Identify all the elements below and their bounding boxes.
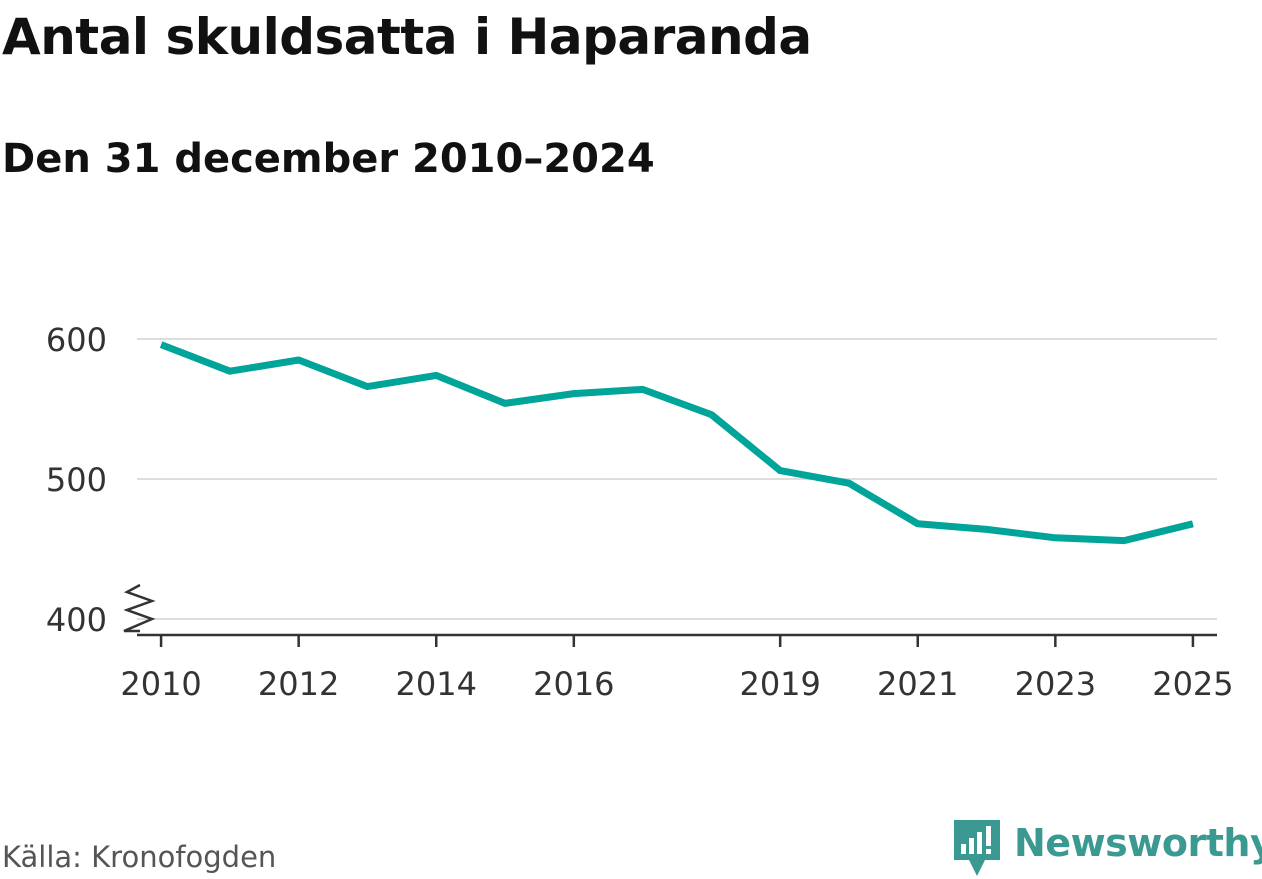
- brand-name: Newsworthy: [1014, 821, 1262, 865]
- axis-break-mark: [123, 583, 156, 633]
- series-line-0: [159, 341, 1194, 545]
- x-tick-label-2019: 2019: [739, 665, 820, 703]
- chart-title: Antal skuldsatta i Haparanda: [2, 8, 812, 66]
- x-tick-label-2016: 2016: [533, 665, 614, 703]
- x-tick-label-2010: 2010: [120, 665, 201, 703]
- x-tick-label-2012: 2012: [258, 665, 339, 703]
- chart-subtitle: Den 31 december 2010–2024: [2, 136, 655, 182]
- y-tick-label-600: 600: [46, 321, 107, 359]
- y-tick-label-500: 500: [46, 461, 107, 499]
- x-tick-label-2023: 2023: [1015, 665, 1096, 703]
- x-tick-label-2025: 2025: [1152, 665, 1233, 703]
- x-tick-label-2014: 2014: [396, 665, 477, 703]
- newsworthy-logo-icon: [954, 820, 1000, 876]
- x-tick-label-2021: 2021: [877, 665, 958, 703]
- brand-logo[interactable]: Newsworthy: [952, 818, 1262, 878]
- source-note: Källa: Kronofogden: [2, 840, 277, 874]
- y-tick-label-400: 400: [46, 601, 107, 639]
